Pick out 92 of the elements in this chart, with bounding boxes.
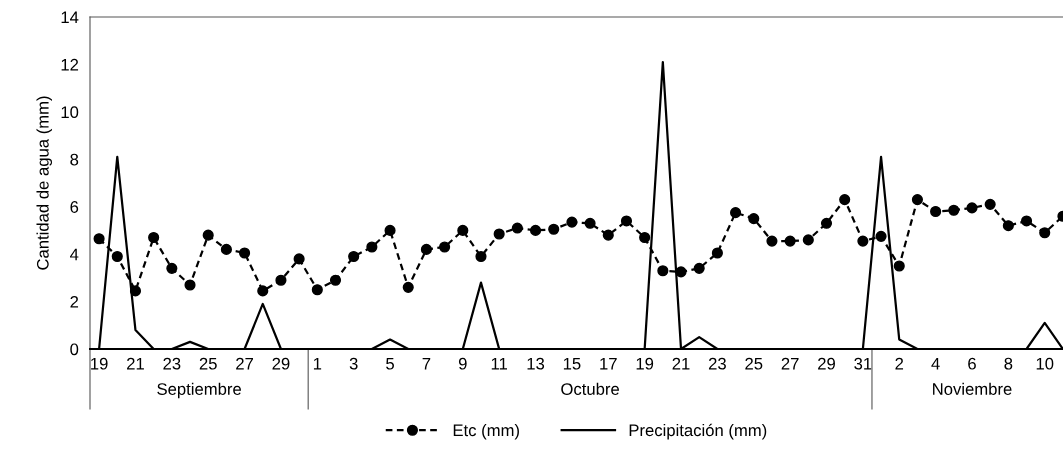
point [184, 279, 196, 291]
point [202, 229, 214, 241]
point [875, 230, 887, 242]
text: Septiembre [157, 382, 241, 399]
legend-label: Precipitación (mm) [629, 423, 767, 440]
point [657, 265, 669, 277]
x-tick-label: 9 [458, 357, 467, 370]
x-tick-label: 27 [236, 357, 254, 370]
x-tick-label: 19 [91, 357, 108, 370]
point [475, 250, 487, 263]
legend-label: Etc (mm) [453, 423, 519, 440]
x-tick-label: 11 [491, 357, 508, 370]
point [439, 241, 451, 253]
x-tick-label: 10 [1036, 357, 1054, 370]
point [748, 213, 760, 225]
point [820, 217, 833, 229]
point [239, 247, 251, 259]
point [839, 194, 851, 206]
point [166, 262, 178, 274]
y-tick-label: 2 [70, 295, 79, 308]
y-tick-label: 8 [70, 153, 79, 166]
x-tick-label: 23 [708, 357, 726, 370]
point [784, 235, 796, 247]
x-tick-label: 4 [931, 357, 940, 370]
point [111, 250, 123, 263]
point [566, 216, 578, 228]
point [529, 224, 542, 236]
point [548, 223, 560, 235]
x-tick-label: 25 [745, 357, 763, 370]
x-tick-label: 19 [636, 357, 654, 370]
point [1020, 215, 1033, 227]
point [693, 262, 705, 274]
x-tick-label: 31 [854, 357, 872, 370]
x-tick-label: 29 [272, 357, 290, 370]
point [602, 229, 614, 241]
point [511, 222, 523, 234]
point [329, 274, 342, 286]
point [893, 260, 905, 272]
x-tick-label: 15 [563, 357, 581, 370]
x-tick-label: 7 [422, 357, 431, 370]
x-tick-label: 21 [127, 357, 144, 370]
x-tick-label: 3 [349, 357, 358, 370]
point [984, 198, 996, 210]
point [711, 247, 723, 259]
point [620, 215, 633, 227]
point [802, 234, 814, 246]
x-tick-label: 29 [818, 357, 835, 370]
point [766, 235, 778, 247]
x-tick-label: 8 [1004, 357, 1013, 370]
point [730, 207, 742, 219]
point [1039, 227, 1051, 239]
point [384, 224, 396, 236]
point [966, 202, 978, 214]
point [1002, 220, 1014, 232]
point [420, 243, 432, 255]
x-tick-label: 5 [386, 357, 394, 370]
y-axis-title: Cantidad de agua (mm) [36, 96, 53, 270]
point [257, 285, 269, 297]
y-tick-label: 14 [61, 11, 79, 24]
point [293, 253, 305, 265]
x-tick-label: 17 [600, 357, 617, 370]
y-tick-label: 12 [61, 58, 79, 71]
point [402, 281, 414, 293]
y-tick-label: 0 [70, 343, 79, 356]
x-tick-label: 1 [313, 357, 322, 370]
point [148, 231, 160, 244]
point [275, 274, 287, 286]
text: Octubre [561, 382, 619, 395]
x-tick-label: 13 [527, 357, 545, 370]
point [493, 228, 505, 240]
y-tick-label: 4 [70, 248, 79, 261]
point [311, 284, 323, 296]
point [93, 233, 105, 245]
x-tick-label: 23 [163, 357, 181, 370]
x-tick-label: 21 [672, 357, 690, 370]
point [220, 243, 232, 255]
y-tick-label: 10 [61, 106, 79, 119]
point [457, 224, 469, 236]
point [639, 231, 651, 244]
point [948, 204, 960, 216]
point [348, 250, 360, 263]
point [911, 194, 923, 206]
x-tick-label: 6 [968, 357, 976, 370]
point [584, 217, 596, 229]
x-tick-label: 25 [199, 357, 217, 370]
point [366, 241, 378, 253]
point [930, 205, 942, 218]
text: Noviembre [933, 382, 1012, 395]
x-tick-label: 27 [781, 357, 799, 370]
x-tick-label: 2 [895, 357, 904, 370]
y-tick-label: 6 [70, 201, 79, 213]
point [857, 235, 869, 247]
